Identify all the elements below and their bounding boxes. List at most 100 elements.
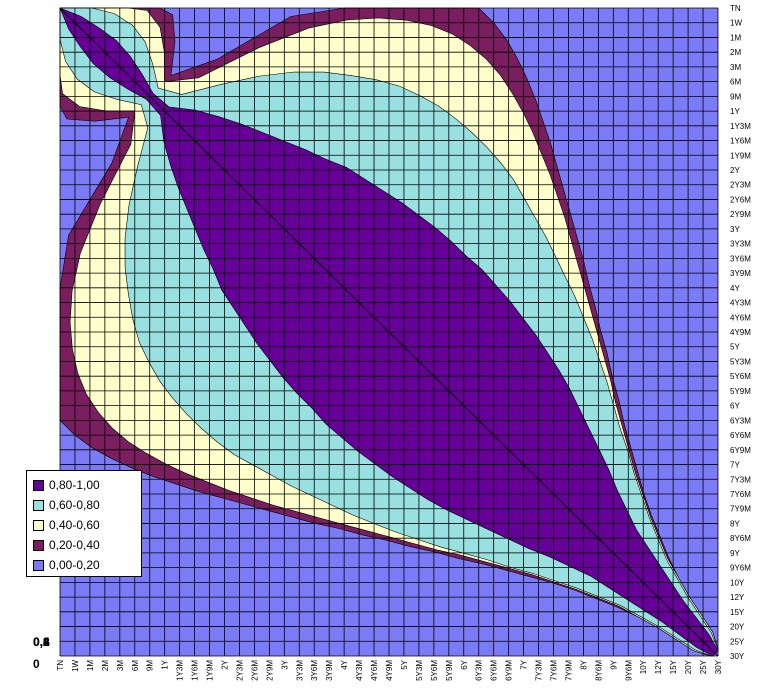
y-tick-label: 4Y9M [730,328,751,337]
y-tick-label: 30Y [730,652,745,661]
legend-label: 0,80-1,00 [49,478,100,492]
x-tick-label: 2Y6M [250,660,259,681]
y-tick-label: 9Y [730,549,740,558]
legend: 0,80-1,00 0,60-0,80 0,40-0,60 0,20-0,40 0,00… [26,470,142,577]
x-tick-label: 10Y [639,659,648,674]
y-tick-label: 25Y [730,637,745,646]
x-tick-label: 25Y [699,659,708,674]
y-tick-label: 3M [730,63,741,72]
x-tick-label: 2Y9M [265,660,274,681]
x-tick-label: 7Y [520,659,529,669]
x-tick-label: 5Y9M [445,660,454,681]
x-tick-label: 6Y [460,659,469,669]
legend-swatch [33,539,44,551]
y-tick-label: 2Y6M [730,195,751,204]
x-tick-label: 1M [86,660,95,671]
x-tick-label: 7Y6M [550,660,559,681]
x-tick-label: 7Y3M [535,660,544,681]
y-tick-label: 3Y6M [730,254,751,263]
z-axis-label: 0,4 [33,635,50,649]
y-tick-label: 7Y3M [730,475,751,484]
legend-item: 0,40-0,60 [33,515,141,535]
y-tick-label: 10Y [730,578,745,587]
x-tick-label: 6Y9M [505,660,514,681]
y-tick-label: 20Y [730,623,745,632]
legend-swatch [33,559,44,571]
x-tick-label: 3Y9M [325,660,334,681]
x-tick-label: TN [56,660,65,671]
z-axis-label: 0,6 [33,635,50,649]
x-tick-label: 20Y [684,659,693,674]
x-tick-label: 2Y [221,659,230,669]
y-tick-label: 9M [730,92,741,101]
z-axis-label: 0,2 [33,635,50,649]
y-tick-label: 5Y9M [730,387,751,396]
legend-swatch [33,519,44,531]
x-tick-label: 5Y6M [430,660,439,681]
y-tick-label: 2Y9M [730,210,751,219]
x-tick-label: 5Y [400,659,409,669]
x-tick-label: 1Y [161,659,170,669]
legend-item: 0,80-1,00 [33,475,141,495]
y-tick-label: 4Y [730,284,740,293]
x-tick-label: 12Y [654,659,663,674]
x-tick-label: 6M [131,660,140,671]
y-tick-label: 2M [730,48,741,57]
y-tick-label: 8Y6M [730,534,751,543]
y-tick-label: 1Y6M [730,137,751,146]
legend-item: 0,00-0,20 [33,555,141,575]
y-tick-label: 4Y6M [730,313,751,322]
y-tick-label: 8Y [730,519,740,528]
y-tick-label: TN [730,4,741,13]
y-axis-tick-labels: TN 1W 1M 2M 3M 6M 9M 1Y 1Y3M 1Y6M 1Y9M 2Y 2Y3M 2Y6M 2Y… [730,4,751,661]
x-tick-label: 4Y9M [385,660,394,681]
y-tick-label: 15Y [730,608,745,617]
y-tick-label: 1W [730,19,742,28]
y-tick-label: 1Y9M [730,151,751,160]
x-tick-label: 9M [146,660,155,671]
y-tick-label: 5Y6M [730,372,751,381]
legend-label: 0,60-0,80 [49,498,100,512]
y-tick-label: 7Y6M [730,490,751,499]
x-tick-label: 30Y [714,659,723,674]
legend-item: 0,60-0,80 [33,495,141,515]
x-tick-label: 5Y3M [415,660,424,681]
x-tick-label: 6Y6M [490,660,499,681]
z-axis-labels: 0,80,60,40,2 0 [33,635,50,671]
x-tick-label: 4Y6M [370,660,379,681]
y-tick-label: 6Y6M [730,431,751,440]
x-tick-label: 3Y [280,659,289,669]
x-tick-label: 7Y9M [564,660,573,681]
legend-swatch [33,479,44,491]
x-tick-label: 9Y6M [624,660,633,681]
x-tick-label: 2Y3M [235,660,244,681]
x-tick-label: 4Y3M [355,660,364,681]
x-tick-label: 3Y6M [310,660,319,681]
legend-label: 0,20-0,40 [49,538,100,552]
y-tick-label: 2Y [730,166,740,175]
y-tick-label: 3Y9M [730,269,751,278]
z-axis-label: 0 [33,657,40,671]
x-tick-label: 1Y6M [191,660,200,681]
y-tick-label: 1Y3M [730,122,751,131]
legend-label: 0,40-0,60 [49,518,100,532]
y-tick-label: 7Y [730,461,740,470]
y-tick-label: 12Y [730,593,745,602]
y-tick-label: 3Y [730,225,740,234]
z-axis-label: 0,8 [33,635,50,649]
y-tick-label: 3Y3M [730,240,751,249]
grid-lines [59,7,719,657]
x-tick-label: 1Y9M [206,660,215,681]
legend-item: 0,20-0,40 [33,535,141,555]
x-tick-label: 1W [71,660,80,672]
y-tick-label: 1M [730,33,741,42]
y-tick-label: 5Y [730,343,740,352]
x-tick-label: 9Y [609,659,618,669]
x-tick-label: 3Y3M [295,660,304,681]
y-tick-label: 1Y [730,107,740,116]
legend-swatch [33,499,44,511]
x-axis-tick-labels: TN 1W 1M 2M 3M 6M 9M 1Y 1Y3M 1Y6M 1Y9M 2Y 2Y3M 2Y6M 2Y… [56,659,723,681]
x-tick-label: 3M [116,660,125,671]
x-tick-label: 6Y3M [475,660,484,681]
